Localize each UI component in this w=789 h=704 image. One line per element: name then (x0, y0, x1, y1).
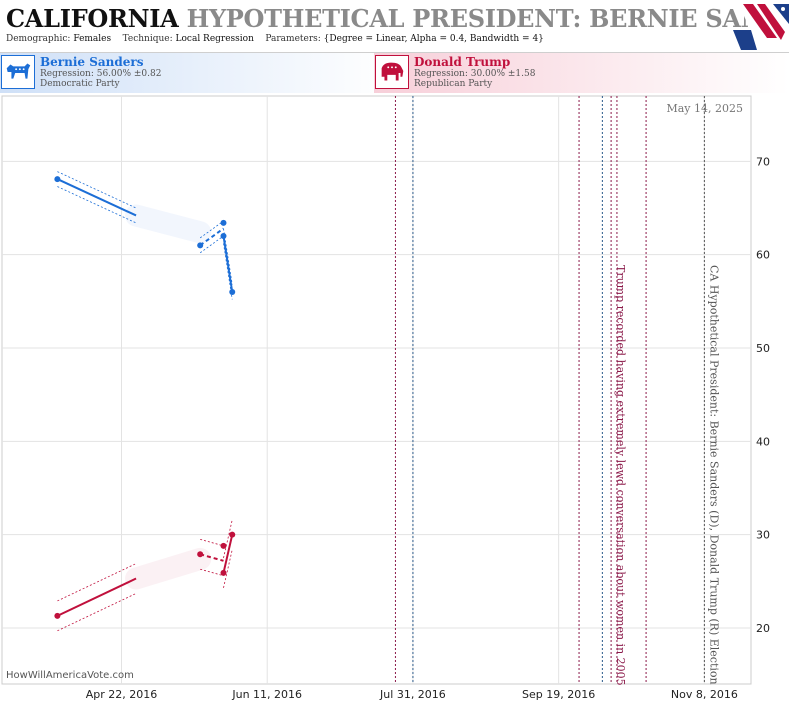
donkey-icon (1, 55, 35, 89)
confidence-band-upper (223, 519, 233, 559)
trend-shade (125, 204, 212, 244)
y-tick-label: 60 (756, 249, 770, 262)
poll-point (220, 542, 227, 549)
confidence-band-upper (200, 538, 224, 547)
event-label: CA Hypothetical President: Bernie Sander… (707, 265, 720, 685)
poll-point (220, 233, 227, 239)
regression-fit-line (56, 577, 137, 617)
page-title: CALIFORNIA HYPOTHETICAL PRESIDENT: BERNI… (6, 4, 789, 33)
x-tick-label: Apr 22, 2016 (86, 688, 158, 701)
candidate-regression: Regression: 30.00% ±1.58 (414, 69, 536, 79)
title-rest: HYPOTHETICAL PRESIDENT: BERNIE SANDERS (… (186, 4, 789, 33)
y-tick-label: 30 (756, 529, 770, 542)
date-stamp: May 14, 2025 (666, 102, 743, 115)
x-tick-label: Jul 31, 2016 (379, 688, 446, 701)
confidence-band-upper (199, 220, 224, 239)
y-tick-label: 20 (756, 622, 770, 635)
poll-point (220, 569, 227, 576)
parameters-line: Demographic: Females Technique: Local Re… (6, 34, 544, 44)
confidence-band-upper (57, 171, 137, 209)
watermark: HowWillAmericaVote.com (6, 670, 134, 681)
x-axis: Apr 22, 2016 Jun 11, 2016 Jul 31, 2016 Sep … (86, 688, 738, 701)
title-state: CALIFORNIA (6, 4, 179, 33)
technique-label: Technique: (122, 34, 173, 44)
candidate-name: Donald Trump (414, 55, 511, 69)
parameters-label: Parameters: (265, 34, 321, 44)
elephant-icon (375, 55, 409, 89)
candidate-legend: Bernie Sanders Regression: 56.00% ±0.82 … (0, 53, 789, 95)
series-donald-trump (54, 519, 236, 632)
demographic-label: Demographic: (6, 34, 71, 44)
poll-point (197, 242, 204, 249)
event-label: Trump recorded having extremely lewd con… (614, 265, 627, 686)
poll-point (197, 551, 204, 558)
candidate-party: Republican Party (414, 79, 493, 89)
series-layer (54, 171, 236, 632)
y-tick-label: 70 (756, 155, 770, 168)
poll-point (229, 289, 236, 295)
event-lines: Trump recorded having extremely lewd con… (394, 96, 720, 686)
candidate-name: Bernie Sanders (40, 55, 144, 69)
confidence-band-lower (223, 243, 233, 300)
y-tick-label: 40 (756, 435, 770, 448)
regression-fit-line (222, 534, 234, 574)
demographic-value: Females (73, 34, 112, 44)
x-tick-label: Jun 11, 2016 (231, 688, 302, 701)
x-tick-label: Nov 8, 2016 (671, 688, 738, 701)
confidence-band-lower (199, 235, 224, 254)
y-tick-label: 50 (756, 342, 770, 355)
title-bar: CALIFORNIA HYPOTHETICAL PRESIDENT: BERNI… (0, 0, 789, 53)
poll-point (220, 219, 227, 226)
confidence-band-lower (200, 568, 224, 577)
poll-point (229, 531, 236, 538)
parameters-value: {Degree = Linear, Alpha = 0.4, Bandwidth… (323, 34, 544, 44)
poll-point (54, 612, 61, 619)
confidence-band-lower (57, 186, 137, 224)
poll-point (54, 176, 61, 183)
candidate-party: Democratic Party (40, 79, 120, 89)
plot-frame (1, 95, 752, 685)
regression-fit-line (199, 227, 225, 247)
candidate-sanders: Bernie Sanders Regression: 56.00% ±0.82 … (0, 53, 390, 93)
flag-logo-icon (733, 0, 789, 50)
candidate-trump: Donald Trump Regression: 30.00% ±1.58 Re… (374, 53, 789, 93)
confidence-band-upper (57, 563, 137, 602)
confidence-band-lower (57, 593, 137, 632)
regression-fit-line (56, 178, 137, 217)
y-axis: 20 30 40 50 60 70 (756, 155, 770, 635)
confidence-band-lower (223, 549, 233, 588)
regression-fit-line (222, 235, 234, 293)
candidate-regression: Regression: 56.00% ±0.82 (40, 69, 162, 79)
series-bernie-sanders (54, 171, 236, 300)
technique-value: Local Regression (175, 34, 254, 44)
trend-shade (125, 547, 212, 590)
x-tick-label: Sep 19, 2016 (522, 688, 595, 701)
